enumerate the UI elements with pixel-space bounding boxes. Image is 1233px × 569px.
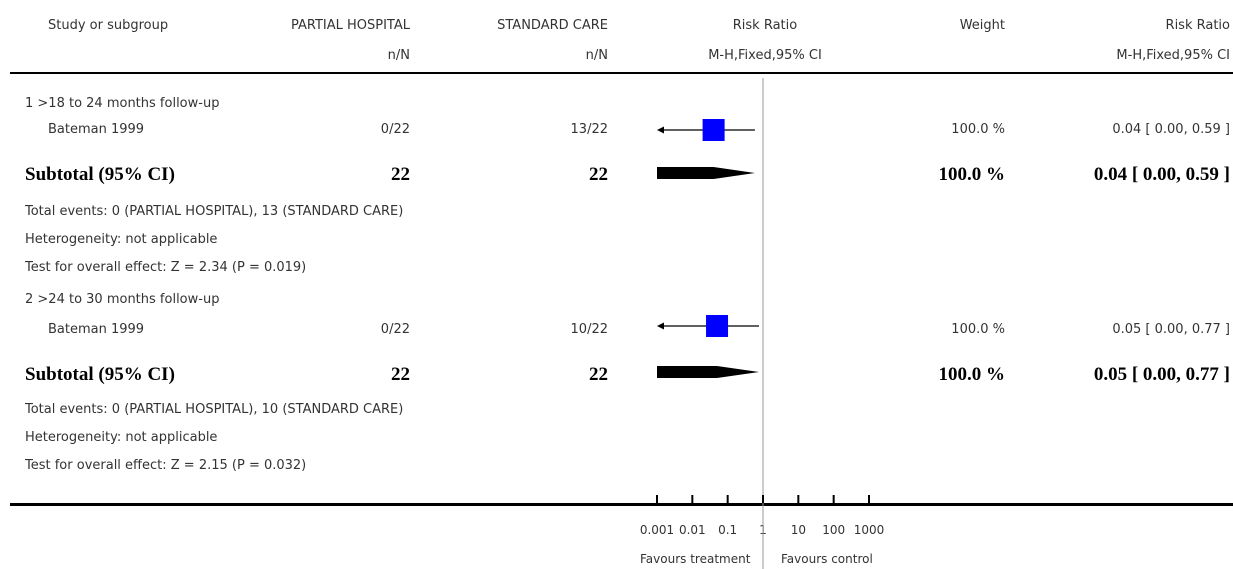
subtotal-ci: 0.05 [ 0.00, 0.77 ] [1093,364,1230,385]
study-ci: 0.05 [ 0.00, 0.77 ] [1112,322,1230,337]
point-estimate-marker [702,119,725,141]
favours-treatment-label: Favours treatment [640,552,751,566]
header-rule [10,72,1233,74]
subtotal-ci: 0.04 [ 0.00, 0.59 ] [1093,164,1230,185]
subtotal-control: 22 [589,164,608,185]
total-events-note: Total events: 0 (PARTIAL HOSPITAL), 10 (… [25,402,404,417]
ci-left-arrow [657,322,664,330]
subtotal-control: 22 [589,364,608,385]
point-estimate-marker [706,315,729,337]
header-study-or-subgroup: Study or subgroup [48,18,169,33]
study-treatment: 0/22 [380,122,410,137]
overall-effect-note: Test for overall effect: Z = 2.34 (P = 0… [25,260,307,275]
header-risk-ratio-text: Risk Ratio [1165,18,1230,33]
header-plot-method: M-H,Fixed,95% CI [708,48,822,63]
subtotal-weight: 100.0 % [938,364,1006,385]
header-risk-ratio-plot: Risk Ratio [732,18,798,33]
footer-rule [10,503,1233,506]
axis-tick-label: 100 [822,523,846,537]
study-weight: 100.0 % [951,122,1005,137]
subtotal-label: Subtotal (95% CI) [25,164,175,185]
study-treatment: 0/22 [380,322,410,337]
study-name: Bateman 1999 [48,322,145,337]
study-control: 13/22 [570,122,608,137]
subtotal-treatment: 22 [391,164,410,185]
subtotal-weight: 100.0 % [938,164,1006,185]
header-treatment: PARTIAL HOSPITAL [290,18,410,33]
heterogeneity-note: Heterogeneity: not applicable [25,430,218,445]
subtotal-diamond [657,167,755,179]
axis-tick-label: 10 [790,523,806,537]
axis-tick-label: 1000 [853,523,885,537]
ci-left-arrow [657,126,664,134]
axis-tick-label: 0.01 [678,523,706,537]
group-title: 1 >18 to 24 months follow-up [25,96,220,111]
study-name: Bateman 1999 [48,122,145,137]
study-weight: 100.0 % [951,322,1005,337]
header-control: STANDARD CARE [497,18,608,33]
favours-control-label: Favours control [781,552,873,566]
header-weight: Weight [959,18,1005,33]
study-ci: 0.04 [ 0.00, 0.59 ] [1112,122,1230,137]
axis-tick-label: 0.1 [718,523,738,537]
overall-effect-note: Test for overall effect: Z = 2.15 (P = 0… [25,458,307,473]
subtotal-label: Subtotal (95% CI) [25,364,175,385]
subtotal-diamond [657,366,759,378]
total-events-note: Total events: 0 (PARTIAL HOSPITAL), 13 (… [25,204,404,219]
axis-tick-label: 0.001 [639,523,675,537]
header-treatment-n: n/N [387,48,410,63]
heterogeneity-note: Heterogeneity: not applicable [25,232,218,247]
header-ci-method: M-H,Fixed,95% CI [1116,48,1230,63]
study-control: 10/22 [570,322,608,337]
header-control-n: n/N [585,48,608,63]
group-title: 2 >24 to 30 months follow-up [25,292,220,307]
subtotal-treatment: 22 [391,364,410,385]
